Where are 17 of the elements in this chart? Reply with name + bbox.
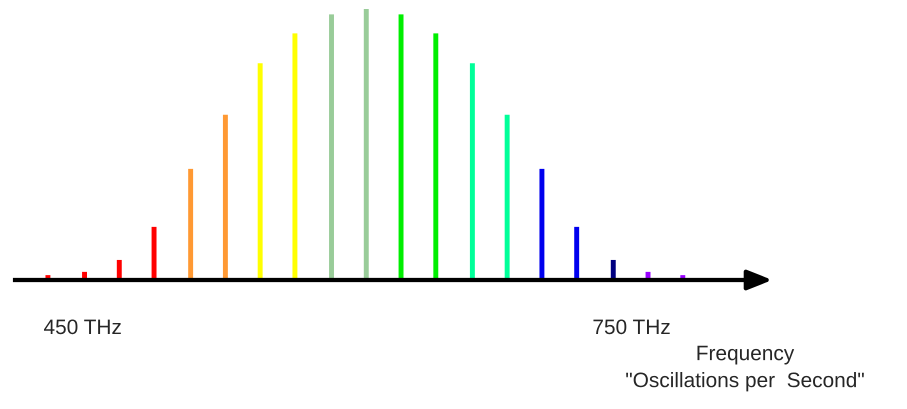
bar (222, 114, 228, 280)
x-tick-label: 450 THz (44, 319, 121, 334)
bar (258, 63, 263, 280)
bar (504, 114, 510, 280)
bar (329, 14, 334, 280)
bar (188, 168, 194, 280)
bar (152, 226, 157, 280)
bar (364, 9, 369, 280)
bar (292, 33, 298, 280)
bar (574, 226, 580, 280)
x-tick-label: 750 THz (593, 319, 670, 334)
bar (433, 33, 438, 280)
bar (116, 260, 122, 280)
bar (539, 168, 544, 280)
x-axis-title: Frequency "Oscillations per Second" (626, 346, 864, 392)
bar (398, 14, 404, 280)
bar (470, 63, 475, 280)
